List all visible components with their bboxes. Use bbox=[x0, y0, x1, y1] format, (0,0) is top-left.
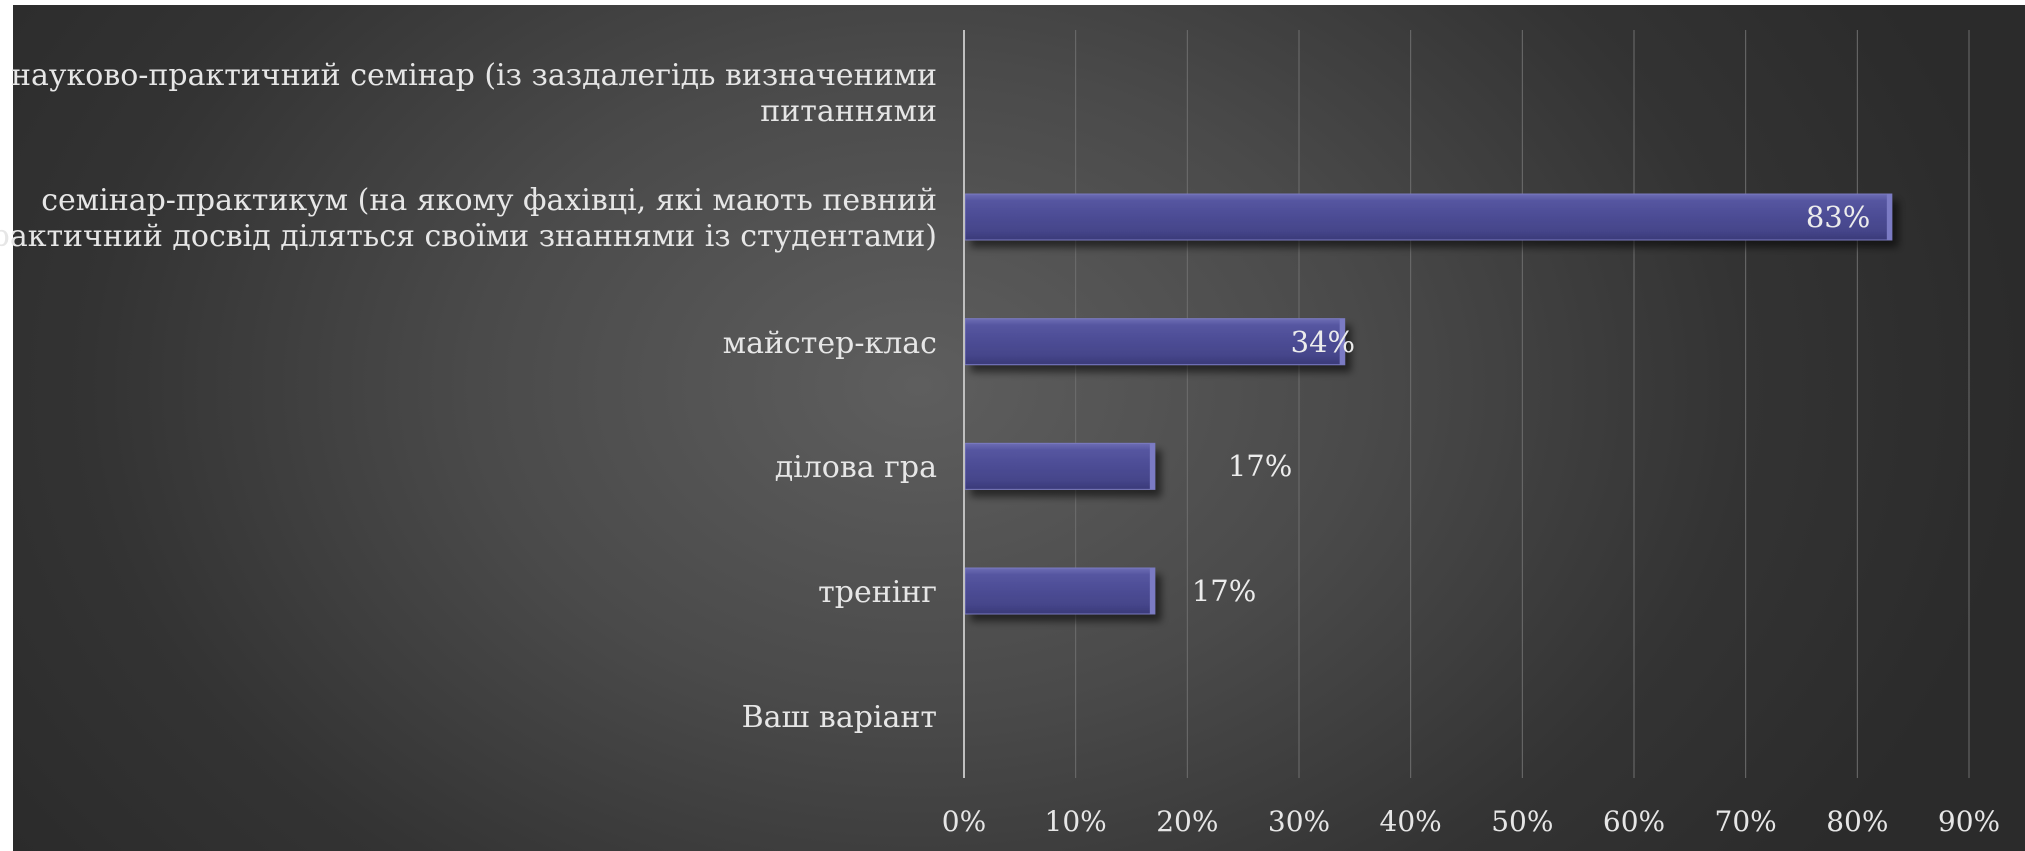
bar-end-cap bbox=[1339, 318, 1345, 365]
x-tick-label: 20% bbox=[1156, 805, 1219, 838]
bar-end-cap bbox=[1149, 443, 1155, 490]
category-label: Ваш варіант bbox=[741, 699, 937, 735]
bar bbox=[964, 567, 1156, 615]
bar bbox=[964, 318, 1346, 366]
x-tick-label: 60% bbox=[1602, 805, 1666, 838]
x-tick-label: 0% bbox=[941, 805, 987, 838]
chart-plot-area bbox=[963, 30, 1970, 778]
x-tick-label: 30% bbox=[1267, 805, 1331, 838]
grid-lines bbox=[1075, 30, 1970, 778]
category-label: тренінг bbox=[818, 575, 937, 610]
category-label: майстер-клас bbox=[722, 325, 937, 361]
bar-end-cap bbox=[1886, 194, 1892, 240]
data-label: 34% bbox=[1290, 324, 1356, 359]
bar-end-cap bbox=[1149, 568, 1155, 614]
data-label: 83% bbox=[1805, 200, 1871, 234]
x-tick-label: 10% bbox=[1044, 805, 1107, 838]
bar-series bbox=[964, 193, 1893, 615]
data-label: 17% bbox=[1191, 574, 1257, 608]
x-tick-label: 50% bbox=[1491, 805, 1554, 838]
category-label: ділова гра bbox=[774, 450, 937, 486]
category-label: науково-практичний семінар (із заздалегі… bbox=[11, 58, 937, 130]
x-tick-label: 80% bbox=[1826, 805, 1889, 838]
bar bbox=[964, 442, 1156, 490]
chart-panel: 0% 10% 20% 30% 40% 50% 60% 70% 80% 90% науково-пра… bbox=[0, 5, 2025, 851]
category-label: семінар-практикум (на якому фахівці, які… bbox=[0, 183, 937, 254]
x-tick-label: 70% bbox=[1714, 805, 1777, 838]
x-tick-label: 90% bbox=[1937, 805, 2001, 838]
bar bbox=[964, 193, 1893, 241]
data-label: 17% bbox=[1227, 449, 1293, 484]
x-tick-label: 40% bbox=[1379, 805, 1442, 838]
